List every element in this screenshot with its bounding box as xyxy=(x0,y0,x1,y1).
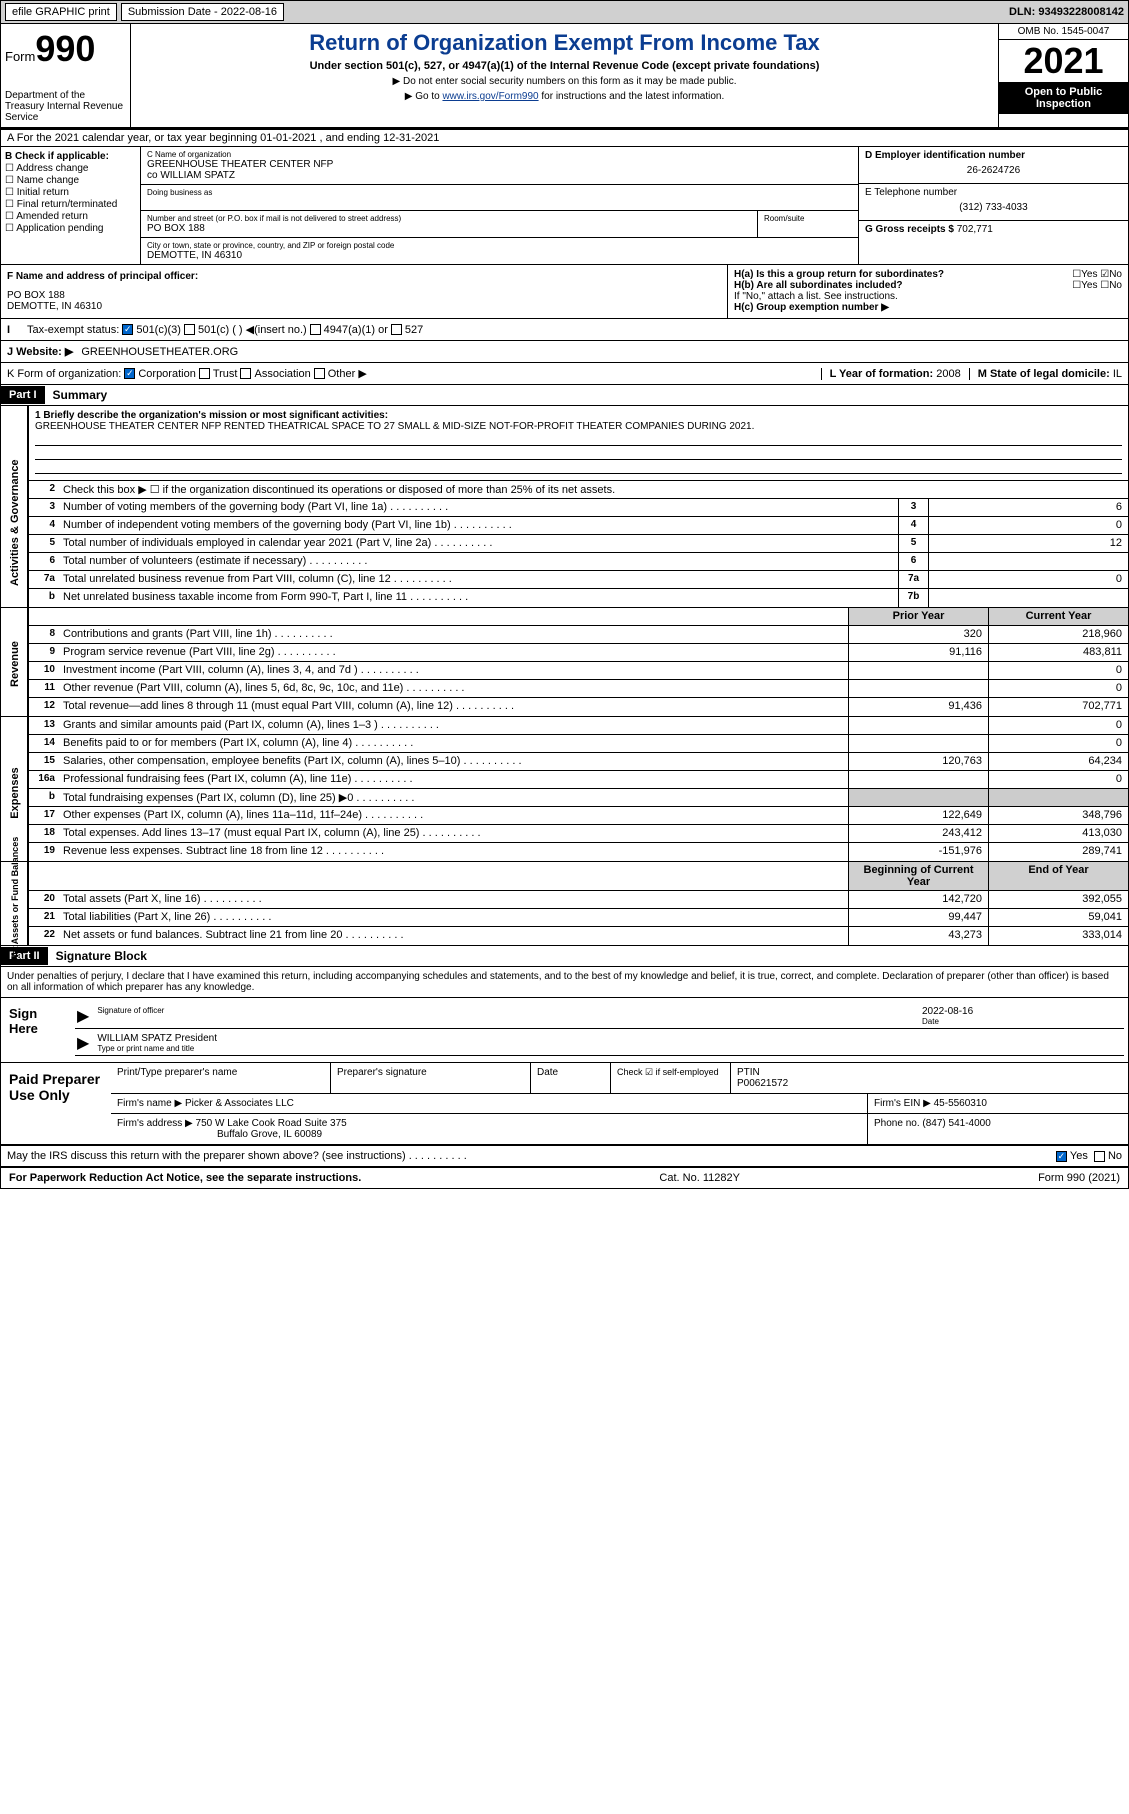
firm-address: 750 W Lake Cook Road Suite 375 xyxy=(196,1118,347,1129)
form-subtitle: Under section 501(c), 527, or 4947(a)(1)… xyxy=(137,60,992,72)
dln: DLN: 93493228008142 xyxy=(1009,6,1124,18)
part2-header: Part II xyxy=(1,947,48,965)
row-a-taxyear: A For the 2021 calendar year, or tax yea… xyxy=(1,130,1128,147)
firm-phone: (847) 541-4000 xyxy=(922,1118,990,1129)
form-footer: Form 990 (2021) xyxy=(1038,1172,1120,1184)
tax-year: 2021 xyxy=(999,40,1128,82)
paid-preparer: Paid Preparer Use Only xyxy=(1,1063,111,1144)
ptin: P00621572 xyxy=(737,1078,788,1089)
side-expenses: Expenses xyxy=(9,749,21,837)
public-inspection: Open to Public Inspection xyxy=(999,82,1128,114)
declaration: Under penalties of perjury, I declare th… xyxy=(1,967,1128,997)
efile-label: efile GRAPHIC print xyxy=(5,3,117,21)
year-formation: 2008 xyxy=(936,368,960,380)
cat-no: Cat. No. 11282Y xyxy=(659,1172,740,1184)
part1-header: Part I xyxy=(1,386,45,404)
check-501c3[interactable]: ✓ xyxy=(122,324,133,335)
form-header: Form990 Department of the Treasury Inter… xyxy=(1,24,1128,130)
side-netassets: Net Assets or Fund Balances xyxy=(10,853,20,961)
note-ssn: ▶ Do not enter social security numbers o… xyxy=(137,76,992,87)
mission-text: GREENHOUSE THEATER CENTER NFP RENTED THE… xyxy=(35,421,1122,432)
firm-ein: 45-5560310 xyxy=(934,1098,987,1109)
irs-link[interactable]: www.irs.gov/Form990 xyxy=(442,91,538,102)
city-state-zip: DEMOTTE, IN 46310 xyxy=(147,250,852,261)
officer-name: WILLIAM SPATZ President xyxy=(97,1033,217,1044)
officer-address: PO BOX 188 DEMOTTE, IN 46310 xyxy=(7,290,721,312)
sign-here: Sign Here xyxy=(1,998,71,1062)
org-name: GREENHOUSE THEATER CENTER NFP xyxy=(147,159,852,170)
col-b-checkboxes: B Check if applicable: ☐ Address change … xyxy=(1,147,141,264)
co-name: co WILLIAM SPATZ xyxy=(147,170,852,181)
form-number: 990 xyxy=(35,28,95,69)
street-address: PO BOX 188 xyxy=(147,223,751,234)
side-governance: Activities & Governance xyxy=(9,498,21,586)
note-link: ▶ Go to www.irs.gov/Form990 for instruct… xyxy=(137,91,992,102)
state-domicile: IL xyxy=(1113,368,1122,380)
top-bar: efile GRAPHIC print Submission Date - 20… xyxy=(1,1,1128,24)
dept-label: Department of the Treasury Internal Reve… xyxy=(5,90,126,123)
ein: 26-2624726 xyxy=(865,161,1122,180)
form-label: Form xyxy=(5,49,35,64)
omb-number: OMB No. 1545-0047 xyxy=(999,24,1128,40)
telephone: (312) 733-4033 xyxy=(865,198,1122,217)
form-title: Return of Organization Exempt From Incom… xyxy=(137,30,992,56)
submission-date: Submission Date - 2022-08-16 xyxy=(121,3,284,21)
side-revenue: Revenue xyxy=(9,620,21,708)
firm-name: Picker & Associates LLC xyxy=(185,1098,294,1109)
paperwork-notice: For Paperwork Reduction Act Notice, see … xyxy=(9,1172,361,1184)
website: GREENHOUSETHEATER.ORG xyxy=(81,346,238,358)
gross-receipts: 702,771 xyxy=(957,224,993,235)
